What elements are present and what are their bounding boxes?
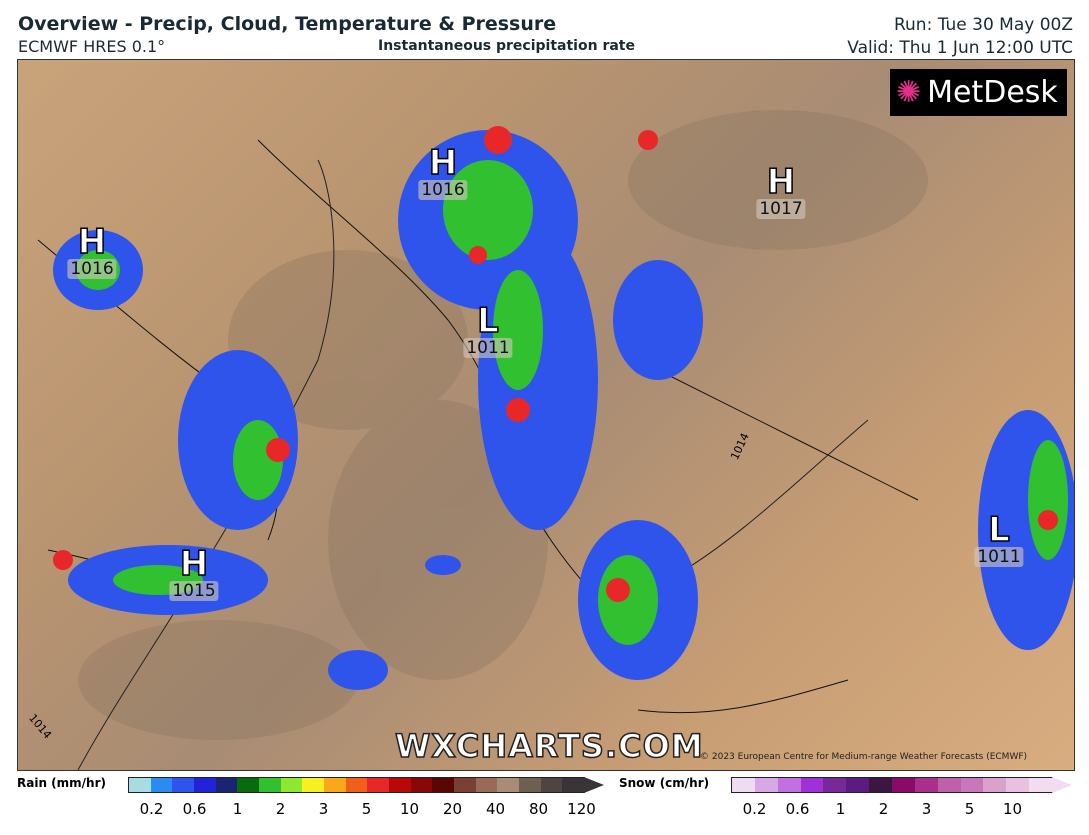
colorbar-swatch [1006, 778, 1030, 792]
colorbar-tick-label: 2 [275, 800, 286, 818]
colorbar-swatch [892, 778, 915, 792]
pressure-centre-high: H 1017 [756, 164, 806, 219]
pressure-centre-high: H 1016 [418, 145, 468, 200]
colorbar-swatch [324, 778, 346, 792]
colorbar-tick-label: 0.6 [785, 800, 810, 818]
colorbar-swatch [869, 778, 893, 792]
colorbar-tick-label: 2 [878, 800, 889, 818]
colorbar-swatch [937, 778, 961, 792]
watermark: WXCHARTS.COM [394, 726, 704, 766]
colorbar-swatch [562, 778, 585, 792]
colorbar-swatch [914, 778, 938, 792]
colorbar-tick-label: 5 [361, 800, 372, 818]
colorbar-swatch [389, 778, 411, 792]
colorbar-tick-label: 0.2 [742, 800, 767, 818]
colorbar-swatch [960, 778, 984, 792]
colorbar-tick-label: 1 [232, 800, 243, 818]
copyright: © 2023 European Centre for Medium-range … [700, 752, 1028, 762]
colorbar-swatch [172, 778, 195, 792]
rain-colorbar [128, 777, 585, 793]
colorbar-swatch [215, 778, 238, 792]
metdesk-logo: ✺ MetDesk [890, 69, 1067, 116]
colorbar-tick-label: 10 [1002, 800, 1023, 818]
colorbar-swatch [345, 778, 368, 792]
colorbar-swatch [302, 778, 325, 792]
colorbar-swatch [754, 778, 778, 792]
colorbar-swatch [497, 778, 520, 792]
colorbar-swatch [150, 778, 173, 792]
snow-colorbar [731, 777, 1053, 793]
colorbar-swatch [540, 778, 563, 792]
colorbar-swatch [410, 778, 433, 792]
pressure-centre-high: H 1016 [67, 224, 117, 279]
colorbar-tick-label: 20 [442, 800, 463, 818]
pressure-centre-low: L 1011 [974, 512, 1024, 567]
pressure-centre-high: H 1015 [169, 546, 219, 601]
colorbar-tick-label: 120 [567, 800, 596, 818]
snow-legend-label: Snow (cm/hr) [619, 776, 710, 790]
run-time: Run: Tue 30 May 00Z [893, 15, 1073, 35]
pressure-centre-low: L 1011 [463, 303, 513, 358]
colorbar-arrow [584, 777, 604, 793]
colorbar-swatch [1029, 778, 1053, 792]
colorbar-swatch [823, 778, 847, 792]
colorbar-tick-label: 5 [964, 800, 975, 818]
colorbar-tick-label: 10 [399, 800, 420, 818]
colorbar-swatch [129, 778, 151, 792]
colorbar-swatch [367, 778, 390, 792]
colorbar-swatch [280, 778, 303, 792]
colorbar-swatch [846, 778, 870, 792]
rain-ticks: 0.2 0.6 1 2 3 5 10 20 40 80 120 [130, 800, 605, 818]
colorbar-swatch [983, 778, 1007, 792]
colorbar-swatch [432, 778, 455, 792]
colorbar-swatch [259, 778, 281, 792]
map-layer [37, 110, 1074, 770]
snow-ticks: 0.2 0.6 1 2 3 5 10 [733, 800, 1043, 818]
colorbar-arrow [1052, 777, 1072, 793]
colorbar-swatch [800, 778, 824, 792]
precip-cells [53, 126, 1074, 690]
colorbar-swatch [194, 778, 216, 792]
chart-title: Overview - Precip, Cloud, Temperature & … [18, 13, 557, 35]
model-name: ECMWF HRES 0.1° [18, 37, 166, 56]
colorbar-swatch [732, 778, 755, 792]
colorbar-swatch [777, 778, 801, 792]
colorbar-swatch [475, 778, 498, 792]
logo-swirl-icon: ✺ [896, 75, 922, 110]
colorbar-swatch [519, 778, 541, 792]
subtitle: Instantaneous precipitation rate [378, 38, 635, 54]
rain-legend-label: Rain (mm/hr) [17, 776, 106, 790]
colorbar-swatch [454, 778, 476, 792]
colorbar-tick-label: 3 [318, 800, 329, 818]
colorbar-tick-label: 0.6 [182, 800, 207, 818]
weather-map: H 1016 H 1016 H 1017 L 1011 L 1011 H 1015 1014… [17, 59, 1075, 771]
colorbar-tick-label: 3 [921, 800, 932, 818]
colorbar-swatch [237, 778, 260, 792]
colorbar-tick-label: 0.2 [139, 800, 164, 818]
colorbar-tick-label: 80 [528, 800, 549, 818]
colorbar-tick-label: 1 [835, 800, 846, 818]
valid-time: Valid: Thu 1 Jun 12:00 UTC [847, 38, 1073, 58]
colorbar-tick-label: 40 [485, 800, 506, 818]
